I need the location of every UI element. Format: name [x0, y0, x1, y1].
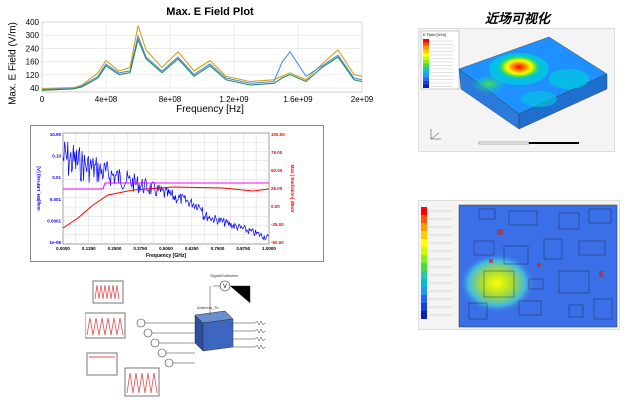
chart2-y2tick-label: 50.00	[271, 168, 283, 173]
svg-text:V: V	[223, 284, 227, 290]
chart1-ytick-label: 120	[26, 71, 40, 80]
chart1-xtick-label: 1.2e+09	[219, 95, 249, 104]
chart2-xlabel: Frequency [GHz]	[146, 253, 186, 259]
chart1-xtick-label: 8e+08	[159, 95, 182, 104]
legend1-swatch	[423, 81, 429, 85]
legend2-swatch	[421, 239, 427, 247]
chart2-y2tick-label: 75.00	[271, 150, 283, 155]
legend1-swatch	[423, 77, 429, 81]
chart2-xtick-label: 0.3750	[133, 246, 147, 251]
chart2-ytick-label: 10.00	[50, 132, 62, 137]
chart2-ytick-label: 0.001	[50, 197, 62, 202]
schematic-panel: Antenna_7b V SignalVoltmeter	[84, 273, 285, 398]
chart1-ytick-label: 240	[26, 44, 40, 53]
chart2-y2tick-label: -50.00	[271, 240, 284, 245]
chart2-xtick-label: 0.6250	[185, 246, 199, 251]
max-e-field-chart: 0 4e+08 8e+08 1.2e+09 1.6e+09 2e+09 40 120 160 24…	[26, 18, 374, 104]
legend2-swatch	[421, 255, 427, 263]
legend1-swatch	[423, 74, 429, 78]
chart2-xtick-label: 0.7500	[211, 246, 225, 251]
schematic-diagram: Antenna_7b V SignalVoltmeter	[84, 273, 266, 397]
legend1-swatch	[423, 70, 429, 74]
chart2-ytick-label: 0.0001	[47, 218, 61, 223]
legend2-swatch	[421, 303, 427, 311]
legend1-swatch	[423, 67, 429, 71]
legend2-swatch	[421, 287, 427, 295]
legend1-swatch	[423, 46, 429, 50]
chart1-xtick-label: 4e+08	[95, 95, 118, 104]
legend1-swatch	[423, 53, 429, 57]
chart2-ytick-label: 1e-06	[49, 240, 61, 245]
nearfield-title: 近场可视化	[485, 12, 551, 27]
chart2-xtick-label: 0.8750	[236, 246, 250, 251]
legend2-swatch	[421, 263, 427, 271]
legend2-swatch	[421, 231, 427, 239]
chart2-series-magenta	[63, 182, 269, 190]
legend-header: E Field [V/m]	[423, 32, 446, 37]
legend1-swatch	[423, 84, 429, 88]
chart2-series-red	[62, 186, 270, 229]
legend1-swatch	[423, 39, 429, 43]
chart1-xtick-label: 0	[40, 95, 45, 104]
legend1-swatch	[423, 49, 429, 53]
chart2-y2tick-label: 100.00	[271, 132, 285, 137]
nearfield-3d-plot: E Field [V/m]	[420, 30, 608, 145]
chart1-ytick-label: 160	[26, 58, 40, 67]
chart2-xtick-label: 0.2500	[108, 246, 122, 251]
chart2-ytick-label: 0.01	[52, 175, 61, 180]
chart1-series-line	[41, 37, 363, 91]
legend1-swatch	[423, 56, 429, 60]
chart1-xtick-label: 2e+09	[351, 95, 374, 104]
legend2-swatch	[421, 207, 427, 215]
chart1-ytick-label: 300	[26, 31, 40, 40]
box-label: Antenna_7b	[197, 305, 219, 310]
chart2-xtick-label: 1.0000	[262, 246, 276, 251]
chart1-ytick-label: 400	[26, 18, 40, 27]
chart1-ytick-label: 40	[30, 84, 39, 93]
chart2-ytick-label: 0.10	[52, 154, 61, 159]
chart1-series-line	[41, 34, 363, 90]
chart2-y2tick-label: 25.00	[271, 186, 283, 191]
chart1-xtick-label: 1.6e+09	[283, 95, 313, 104]
legend2-swatch	[421, 295, 427, 303]
chart2-y2label: Max [ Radiation] dBuV	[290, 165, 295, 213]
nearfield-3d-panel: E Field [V/m]	[418, 28, 615, 152]
radiation-chart: 0.0000 0.1250 0.2500 0.3750 0.5000 0.6250 0.75…	[36, 132, 295, 259]
chart1-series-line	[41, 25, 363, 90]
waveform-thumb-3	[86, 352, 118, 376]
chart1-title: Max. E Field Plot	[166, 6, 254, 18]
legend2-swatch	[421, 215, 427, 223]
legend1-swatch	[423, 42, 429, 46]
legend2-swatch	[421, 271, 427, 279]
voltmeter-label: SignalVoltmeter	[210, 273, 239, 278]
legend2-swatch	[421, 311, 427, 319]
legend2-swatch	[421, 223, 427, 231]
legend1-swatch	[423, 63, 429, 67]
legend2-swatch	[421, 247, 427, 255]
nearfield-pcb-plot	[421, 204, 618, 328]
legend1-swatch	[423, 60, 429, 64]
chart2-y2tick-label: -25.00	[271, 222, 284, 227]
chart2-y2tick-label: 0.00	[271, 204, 280, 209]
nearfield-pcb-panel	[418, 200, 620, 330]
chart2-xtick-label: 0.0000	[56, 246, 70, 251]
chart2-xtick-label: 0.1250	[82, 246, 96, 251]
chart2-ylabel: mag(EH_LRFreq) [A]	[36, 166, 41, 211]
chart1-xlabel: Frequency [Hz]	[176, 104, 244, 115]
chart2-series-blue	[62, 141, 270, 241]
legend2-swatch	[421, 279, 427, 287]
chart2-xtick-label: 0.5000	[159, 246, 173, 251]
waveform-thumb-4	[124, 367, 160, 397]
radiation-chart-panel: 0.0000 0.1250 0.2500 0.3750 0.5000 0.6250 0.75…	[30, 125, 324, 262]
